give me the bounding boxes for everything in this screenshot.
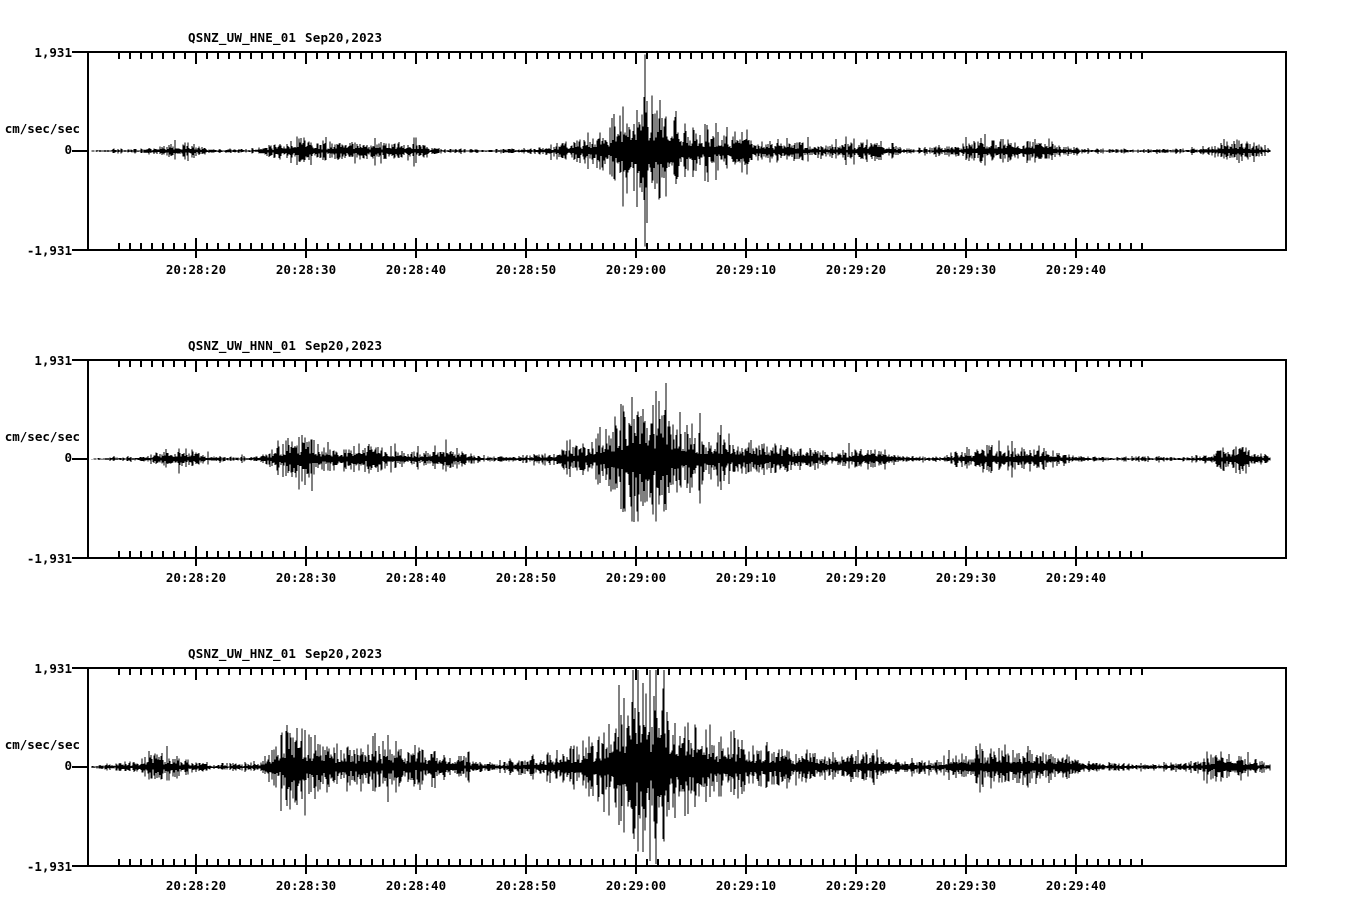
panel-date-hnz: Sep20,2023 <box>305 646 383 661</box>
y-axis-unit-label: cm/sec/sec <box>4 429 80 444</box>
x-axis-tick-label: 20:28:20 <box>165 570 227 585</box>
seismogram-panel-hne: QSNZ_UW_HNE_01 Sep20,2023 1,931 cm/sec/sec 0… <box>0 0 1358 308</box>
y-axis-max-label: 1,931 <box>34 661 72 676</box>
y-axis-zero-label: 0 <box>64 450 72 465</box>
y-axis-min-label: -1,931 <box>26 859 72 874</box>
x-axis-tick-label: 20:29:20 <box>825 878 887 893</box>
x-axis-tick-label: 20:29:40 <box>1045 878 1107 893</box>
waveform-trace-hne <box>91 54 1271 247</box>
x-axis-tick-label: 20:29:30 <box>935 878 997 893</box>
x-axis-tick-label: 20:28:30 <box>275 878 337 893</box>
x-axis-tick-label: 20:28:50 <box>495 262 557 277</box>
y-axis-max-label: 1,931 <box>34 45 72 60</box>
x-axis-tick-label: 20:28:20 <box>165 262 227 277</box>
y-axis-min-label: -1,931 <box>26 551 72 566</box>
x-axis-tick-label: 20:29:40 <box>1045 262 1107 277</box>
x-axis-tick-label: 20:29:00 <box>605 262 667 277</box>
waveform-trace-hnz <box>91 670 1271 864</box>
x-axis-tick-label: 20:29:10 <box>715 878 777 893</box>
x-axis-tick-label: 20:29:00 <box>605 878 667 893</box>
x-axis-tick-label: 20:29:00 <box>605 570 667 585</box>
y-axis-max-label: 1,931 <box>34 353 72 368</box>
panel-title-hne: QSNZ_UW_HNE_01 <box>188 30 297 45</box>
x-axis-tick-label: 20:28:40 <box>385 570 447 585</box>
x-axis-tick-label: 20:28:40 <box>385 262 447 277</box>
panel-title-hnz: QSNZ_UW_HNZ_01 <box>188 646 297 661</box>
x-axis-tick-label: 20:29:10 <box>715 570 777 585</box>
x-axis-tick-label: 20:29:40 <box>1045 570 1107 585</box>
y-axis-zero-label: 0 <box>64 758 72 773</box>
x-axis-tick-label: 20:28:40 <box>385 878 447 893</box>
seismogram-panel-hnn: QSNZ_UW_HNN_01 Sep20,2023 1,931 cm/sec/sec 0… <box>0 308 1358 616</box>
x-axis-tick-label: 20:28:30 <box>275 570 337 585</box>
x-axis-tick-label: 20:28:50 <box>495 570 557 585</box>
seismogram-panel-hnz: QSNZ_UW_HNZ_01 Sep20,2023 1,931 cm/sec/sec 0… <box>0 616 1358 924</box>
x-axis-tick-label: 20:28:50 <box>495 878 557 893</box>
y-axis-min-label: -1,931 <box>26 243 72 258</box>
y-axis-unit-label: cm/sec/sec <box>4 121 80 136</box>
y-axis-unit-label: cm/sec/sec <box>4 737 80 752</box>
waveform-trace-hnn <box>91 382 1271 523</box>
x-axis-tick-label: 20:28:20 <box>165 878 227 893</box>
x-axis-tick-label: 20:29:10 <box>715 262 777 277</box>
x-axis-tick-label: 20:29:30 <box>935 570 997 585</box>
panel-date-hne: Sep20,2023 <box>305 30 383 45</box>
plot-area-hnz <box>72 667 1287 874</box>
x-axis-tick-label: 20:29:30 <box>935 262 997 277</box>
panel-title-hnn: QSNZ_UW_HNN_01 <box>188 338 297 353</box>
x-axis-tick-label: 20:29:20 <box>825 570 887 585</box>
panel-date-hnn: Sep20,2023 <box>305 338 383 353</box>
plot-area-hne <box>72 51 1287 258</box>
plot-area-hnn <box>72 359 1287 566</box>
x-axis-tick-label: 20:29:20 <box>825 262 887 277</box>
y-axis-zero-label: 0 <box>64 142 72 157</box>
x-axis-tick-label: 20:28:30 <box>275 262 337 277</box>
